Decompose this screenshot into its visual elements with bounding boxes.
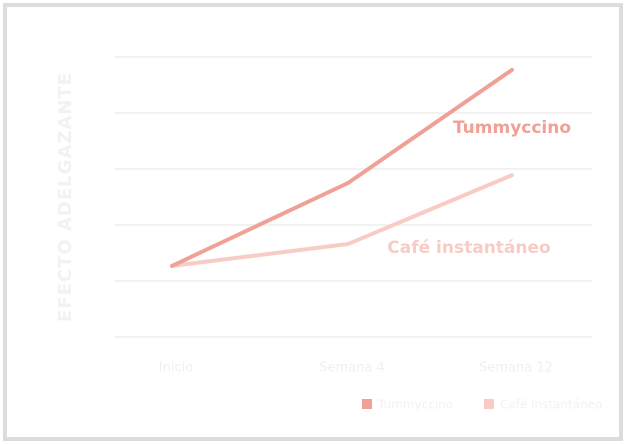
- annotation: Tummyccino: [453, 118, 571, 138]
- y-axis-label: EFECTO ADELGAZANTE: [55, 72, 76, 322]
- line: [170, 173, 514, 268]
- legend-label: Tummyccino: [377, 398, 453, 412]
- x-tick-label: Semana 4: [319, 361, 385, 376]
- legend-swatch: [362, 399, 372, 409]
- annotation: Café instantáneo: [387, 238, 550, 258]
- x-tick-label: Inicio: [159, 361, 193, 376]
- legend-swatch: [484, 399, 494, 409]
- frame: [3, 3, 623, 441]
- x-tick-label: Semana 12: [479, 361, 553, 376]
- legend-label: Café instantáneo: [500, 398, 602, 412]
- line: [170, 67, 514, 268]
